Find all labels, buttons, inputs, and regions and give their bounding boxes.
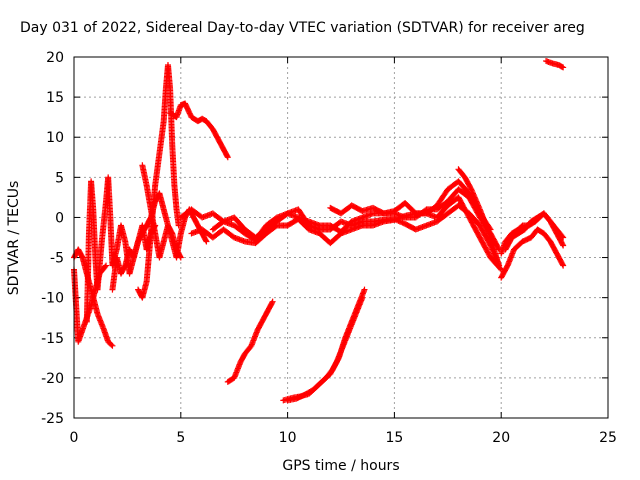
series-track-low-c — [284, 294, 366, 404]
data-point — [203, 238, 210, 245]
data-point — [359, 294, 366, 301]
y-tick-label: 10 — [46, 130, 64, 146]
x-tick-label: 5 — [176, 430, 185, 446]
data-point — [560, 262, 567, 269]
data-point — [496, 262, 503, 269]
series-track-low-a — [224, 298, 276, 385]
data-point — [108, 341, 115, 348]
y-tick-label: -10 — [41, 291, 64, 307]
series-track-end-c — [502, 210, 567, 253]
y-tick-label: 15 — [46, 90, 64, 106]
chart-title: Day 031 of 2022, Sidereal Day-to-day VTE… — [20, 20, 585, 36]
y-tick-label: 0 — [55, 210, 64, 226]
data-point — [559, 261, 566, 268]
data-point — [497, 265, 504, 272]
data-point — [224, 153, 231, 160]
data-markers — [71, 58, 567, 404]
x-axis-label: GPS time / hours — [282, 458, 399, 474]
data-point — [269, 298, 276, 305]
series-track-right-descent — [455, 166, 503, 269]
y-tick-label: -5 — [50, 251, 64, 267]
y-tick-label: 20 — [46, 50, 64, 66]
x-tick-label: 20 — [492, 430, 510, 446]
data-point — [102, 263, 109, 270]
data-point — [109, 342, 116, 349]
plot-frame — [73, 56, 609, 419]
data-point — [202, 237, 209, 244]
data-point — [103, 262, 110, 269]
x-tick-label: 15 — [385, 430, 403, 446]
y-tick-label: -15 — [41, 331, 64, 347]
data-point — [559, 63, 566, 70]
series-track-top-right — [543, 58, 567, 71]
y-axis-label: SDTVAR / TECUs — [6, 181, 22, 296]
data-point — [361, 286, 368, 293]
data-point — [560, 234, 567, 241]
data-point — [269, 299, 276, 306]
x-tick-label: 10 — [279, 430, 297, 446]
data-point — [224, 154, 231, 161]
y-tick-label: 5 — [55, 170, 64, 186]
x-tick-label: 0 — [70, 430, 79, 446]
grid-lines — [74, 57, 608, 418]
data-point — [399, 219, 406, 226]
series-track-end-b — [498, 226, 567, 281]
data-point — [559, 233, 566, 240]
x-tick-label: 25 — [599, 430, 617, 446]
series-track-peak-tail — [167, 100, 231, 161]
data-point — [559, 241, 566, 248]
y-tick-label: -20 — [41, 371, 64, 387]
data-point — [560, 64, 567, 71]
data-point — [560, 242, 567, 249]
y-tick-label: -25 — [41, 411, 64, 427]
